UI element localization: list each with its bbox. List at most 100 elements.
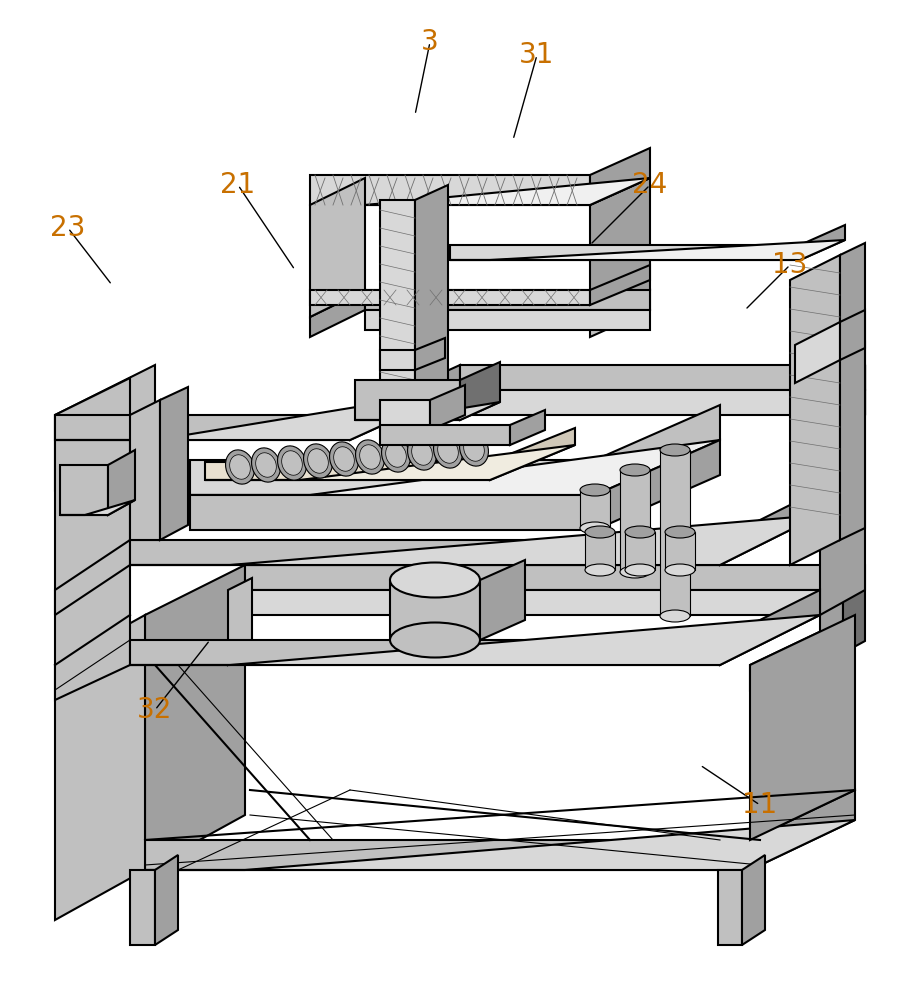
Polygon shape	[620, 470, 650, 572]
Text: 31: 31	[520, 41, 554, 69]
Polygon shape	[108, 450, 135, 515]
Polygon shape	[60, 500, 135, 515]
Polygon shape	[55, 415, 350, 440]
Polygon shape	[310, 178, 365, 317]
Polygon shape	[750, 790, 855, 870]
Ellipse shape	[355, 440, 385, 474]
Ellipse shape	[665, 564, 695, 576]
Text: 21: 21	[220, 171, 255, 199]
Polygon shape	[190, 495, 595, 530]
Ellipse shape	[665, 526, 695, 538]
Polygon shape	[365, 310, 650, 330]
Polygon shape	[460, 365, 865, 390]
Polygon shape	[380, 200, 415, 400]
Polygon shape	[415, 338, 445, 370]
Polygon shape	[310, 175, 590, 205]
Polygon shape	[590, 178, 650, 317]
Polygon shape	[145, 565, 245, 870]
Ellipse shape	[282, 451, 302, 475]
Polygon shape	[228, 578, 252, 665]
Polygon shape	[840, 310, 865, 360]
Polygon shape	[820, 578, 843, 665]
Polygon shape	[160, 387, 188, 540]
Polygon shape	[60, 465, 108, 515]
Polygon shape	[750, 615, 855, 840]
Ellipse shape	[226, 450, 254, 484]
Polygon shape	[510, 410, 545, 445]
Ellipse shape	[333, 447, 354, 471]
Polygon shape	[840, 243, 865, 540]
Polygon shape	[190, 460, 595, 495]
Ellipse shape	[408, 436, 436, 470]
Ellipse shape	[433, 434, 463, 468]
Polygon shape	[55, 390, 460, 440]
Ellipse shape	[308, 449, 329, 473]
Polygon shape	[460, 362, 500, 420]
Polygon shape	[245, 565, 855, 590]
Polygon shape	[350, 365, 460, 440]
Polygon shape	[795, 322, 840, 383]
Polygon shape	[590, 290, 650, 337]
Ellipse shape	[230, 455, 251, 479]
Ellipse shape	[660, 444, 690, 456]
Polygon shape	[310, 290, 590, 305]
Polygon shape	[380, 425, 510, 445]
Polygon shape	[380, 385, 448, 400]
Polygon shape	[130, 615, 820, 665]
Polygon shape	[155, 855, 178, 945]
Polygon shape	[380, 400, 430, 430]
Polygon shape	[595, 405, 720, 495]
Ellipse shape	[620, 566, 650, 578]
Text: 32: 32	[138, 696, 173, 724]
Text: 3: 3	[421, 28, 439, 56]
Polygon shape	[430, 385, 465, 430]
Polygon shape	[415, 185, 448, 400]
Polygon shape	[718, 870, 742, 945]
Ellipse shape	[580, 522, 610, 534]
Polygon shape	[310, 178, 650, 205]
Ellipse shape	[625, 526, 655, 538]
Text: 23: 23	[50, 214, 85, 242]
Polygon shape	[55, 378, 130, 700]
Text: 11: 11	[743, 791, 778, 819]
Ellipse shape	[620, 464, 650, 476]
Polygon shape	[365, 290, 650, 310]
Polygon shape	[245, 590, 855, 615]
Polygon shape	[130, 400, 160, 540]
Ellipse shape	[585, 564, 615, 576]
Ellipse shape	[390, 622, 480, 658]
Ellipse shape	[411, 441, 432, 465]
Polygon shape	[380, 350, 415, 370]
Polygon shape	[742, 855, 765, 945]
Ellipse shape	[330, 442, 358, 476]
Polygon shape	[190, 440, 720, 495]
Polygon shape	[355, 402, 500, 420]
Polygon shape	[590, 265, 650, 305]
Polygon shape	[720, 490, 820, 565]
Ellipse shape	[360, 445, 380, 469]
Ellipse shape	[585, 526, 615, 538]
Polygon shape	[130, 540, 720, 565]
Polygon shape	[660, 450, 690, 616]
Polygon shape	[665, 532, 695, 570]
Polygon shape	[625, 532, 655, 570]
Polygon shape	[585, 532, 615, 570]
Polygon shape	[55, 615, 145, 920]
Polygon shape	[720, 590, 820, 665]
Polygon shape	[310, 290, 365, 337]
Text: 24: 24	[633, 171, 667, 199]
Polygon shape	[490, 428, 575, 480]
Ellipse shape	[625, 564, 655, 576]
Polygon shape	[460, 390, 865, 415]
Ellipse shape	[390, 562, 480, 597]
Polygon shape	[390, 580, 480, 640]
Polygon shape	[145, 840, 750, 870]
Polygon shape	[130, 870, 155, 945]
Ellipse shape	[304, 444, 332, 478]
Text: 13: 13	[772, 251, 808, 279]
Polygon shape	[130, 640, 720, 665]
Polygon shape	[580, 490, 610, 528]
Ellipse shape	[386, 443, 407, 467]
Polygon shape	[820, 342, 865, 615]
Polygon shape	[843, 566, 865, 653]
